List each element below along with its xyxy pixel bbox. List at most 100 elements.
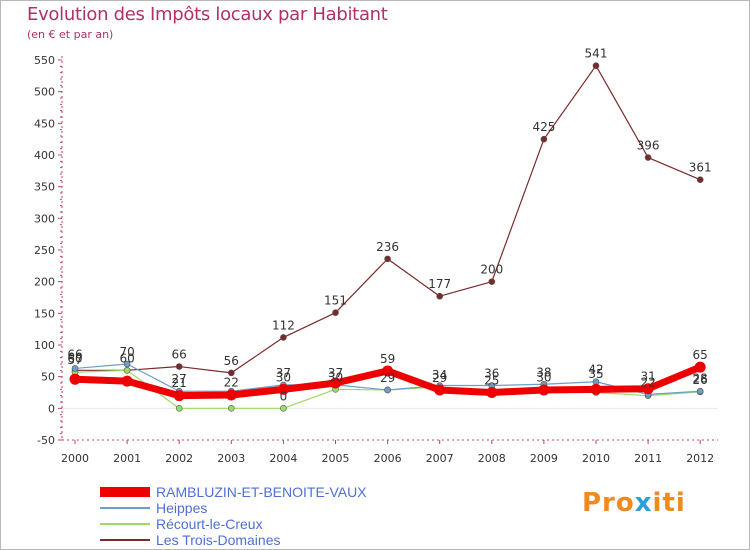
x-tick-label: 2002	[165, 452, 193, 465]
x-tick-label: 2012	[686, 452, 714, 465]
data-point	[280, 405, 287, 412]
data-label: 60	[119, 351, 134, 365]
x-tick-label: 2008	[478, 452, 506, 465]
x-tick-label: 2011	[634, 452, 662, 465]
data-point	[123, 367, 131, 374]
data-label: 541	[585, 47, 608, 61]
data-label: 35	[588, 367, 603, 381]
x-tick-label: 2010	[582, 452, 610, 465]
data-label: 396	[637, 139, 660, 153]
data-label: 26	[693, 373, 708, 387]
data-point	[228, 405, 235, 412]
data-point	[696, 387, 704, 395]
x-tick-label: 2005	[322, 452, 350, 465]
data-point	[642, 383, 654, 395]
data-label: 177	[428, 277, 451, 291]
data-point	[277, 383, 289, 395]
data-label: 361	[689, 161, 712, 175]
legend-label: Récourt-le-Creux	[156, 516, 263, 532]
data-label: 236	[376, 240, 399, 254]
data-point	[175, 363, 183, 370]
data-label: 65	[693, 348, 708, 362]
legend-label: Les Trois-Domaines	[156, 532, 281, 548]
legend-swatch	[100, 507, 150, 509]
series-points	[69, 62, 706, 412]
data-label: 28	[693, 372, 708, 386]
proxiti-logo: Proxiti	[582, 488, 686, 518]
data-label: 27	[172, 372, 187, 386]
axes: -500501001502002503003504004505005502000…	[34, 54, 718, 465]
legend-label: Heippes	[156, 500, 208, 516]
data-label: 70	[119, 345, 134, 359]
data-point	[71, 365, 79, 372]
data-point	[436, 292, 444, 300]
data-point	[488, 278, 496, 285]
legend-swatch	[100, 539, 150, 541]
chart-title: Evolution des Impôts locaux par Habitant	[27, 4, 388, 25]
data-point	[382, 365, 394, 377]
y-tick-label: 450	[34, 117, 55, 130]
data-label: 22	[640, 375, 655, 389]
y-tick-label: 500	[34, 86, 55, 99]
data-point	[173, 390, 185, 402]
data-label: 59	[380, 352, 395, 366]
data-label: 200	[480, 263, 503, 277]
data-point	[225, 389, 237, 401]
data-label: 38	[536, 365, 551, 379]
data-label: 42	[588, 363, 603, 377]
data-point	[121, 375, 133, 387]
data-label: 66	[172, 348, 187, 362]
y-tick-label: 550	[34, 54, 55, 67]
data-label: 31	[640, 370, 655, 384]
data-label: 112	[272, 318, 295, 332]
data-point	[592, 62, 600, 69]
data-label: 36	[484, 367, 499, 381]
data-label: 425	[532, 120, 555, 134]
x-tick-label: 2001	[113, 452, 141, 465]
data-point	[280, 334, 287, 341]
x-tick-label: 2003	[217, 452, 245, 465]
data-point	[228, 369, 235, 377]
data-point	[434, 384, 446, 396]
y-tick-label: 400	[34, 149, 55, 162]
data-point	[538, 384, 550, 396]
y-tick-label: 100	[34, 339, 55, 352]
data-point	[696, 176, 704, 183]
data-point	[540, 135, 548, 143]
data-label: 30	[328, 370, 343, 384]
data-label: 29	[432, 371, 447, 385]
data-point	[332, 309, 339, 317]
legend-label: RAMBLUZIN-ET-BENOITE-VAUX	[156, 484, 367, 500]
data-label: 66	[67, 348, 82, 362]
data-point	[694, 361, 706, 373]
data-point	[384, 386, 391, 394]
legend-swatch	[100, 523, 150, 525]
data-label: 30	[536, 370, 551, 384]
data-label: 30	[276, 370, 291, 384]
y-tick-label: 200	[34, 276, 55, 289]
y-tick-label: 350	[34, 181, 55, 194]
data-label: 25	[484, 374, 499, 388]
legend-swatch	[100, 487, 150, 497]
series-line	[74, 65, 701, 374]
y-tick-label: 250	[34, 244, 55, 257]
data-point	[384, 255, 391, 263]
data-label: 29	[380, 371, 395, 385]
data-point	[486, 387, 498, 398]
y-tick-label: 300	[34, 212, 55, 225]
data-point	[330, 377, 341, 389]
y-tick-label: 50	[41, 371, 55, 384]
chart-subtitle: (en € et par an)	[27, 28, 114, 41]
y-tick-label: 150	[34, 307, 55, 320]
data-label: 21	[172, 376, 187, 390]
x-tick-label: 2009	[530, 452, 558, 465]
data-point	[123, 360, 131, 368]
data-label: 57	[67, 353, 82, 367]
data-point	[175, 405, 183, 412]
data-point	[644, 154, 652, 161]
x-tick-label: 2007	[426, 452, 454, 465]
x-tick-label: 2004	[269, 452, 297, 465]
x-tick-label: 2006	[374, 452, 402, 465]
